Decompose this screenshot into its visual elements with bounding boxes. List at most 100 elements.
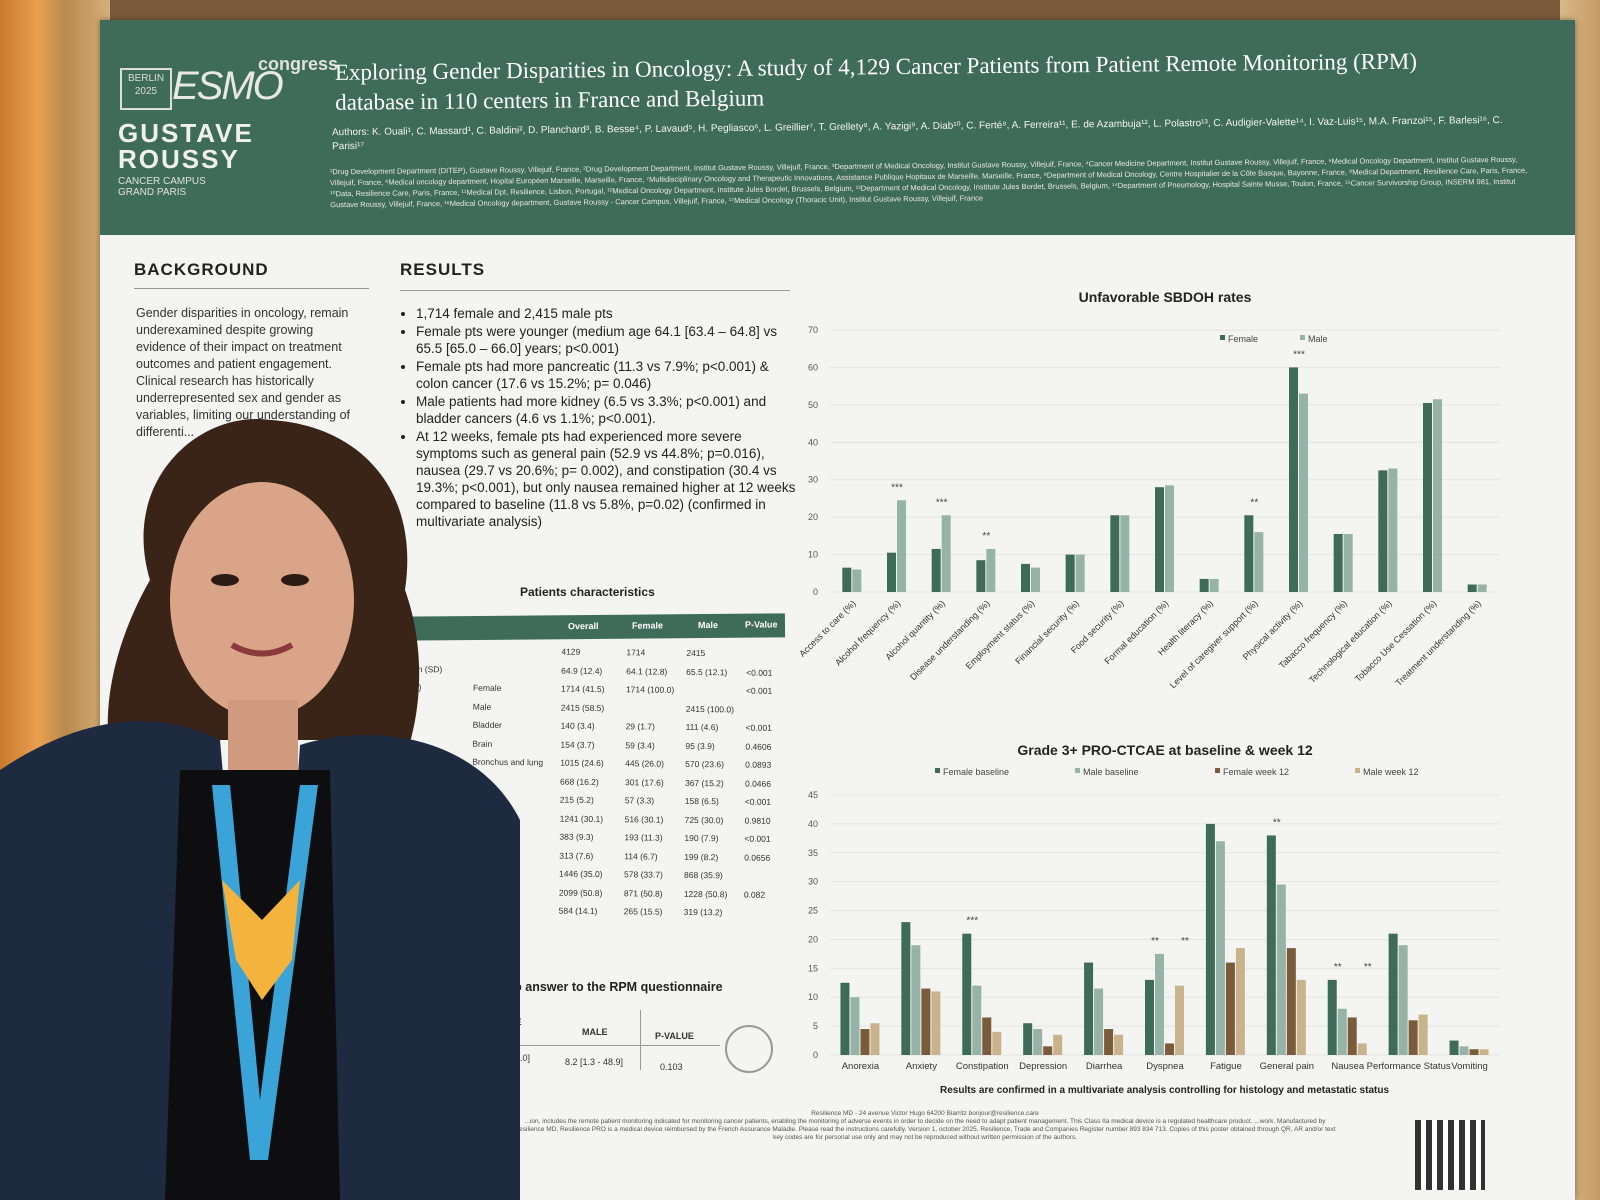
table-cell: 4129 <box>561 646 581 657</box>
legend-swatch <box>935 768 940 773</box>
significance-marker: ** <box>982 531 990 542</box>
table-cell: 65.5 (12.1) <box>686 666 728 677</box>
table-cell: 59 (3.4) <box>625 739 655 751</box>
poster-title: Exploring Gender Disparities in Oncology… <box>334 48 1418 115</box>
bar <box>986 548 996 592</box>
eye <box>211 574 239 586</box>
table-cell: 49.0] <box>510 1053 531 1063</box>
institute-campus: CANCER CAMPUS GRAND PARIS <box>118 176 206 198</box>
x-tick-label: Diarrhea <box>1086 1061 1123 1072</box>
column-header: Male <box>697 619 719 631</box>
bar <box>931 991 941 1055</box>
bar <box>860 1029 870 1055</box>
table-cell: 367 (15.2) <box>684 777 724 788</box>
table-cell: 383 (9.3) <box>559 831 594 842</box>
significance-marker: ** <box>1181 936 1189 947</box>
bar <box>1343 533 1353 592</box>
bar <box>1114 1034 1124 1055</box>
y-tick-label: 20 <box>808 934 818 944</box>
sbdoh-chart: Unfavorable SBDOH rates010203040506070Ac… <box>797 289 1500 690</box>
bar <box>1477 584 1487 592</box>
bar <box>1175 985 1184 1055</box>
table-cell: 111 (4.6) <box>685 721 719 733</box>
table-cell: 313 (7.6) <box>559 850 594 861</box>
institute-name-line2: ROUSSY <box>118 144 240 174</box>
table-cell: 0.0656 <box>744 852 771 863</box>
esmo-logo: ESMO <box>172 64 284 108</box>
clock-icon <box>725 1025 773 1073</box>
mouth <box>230 642 294 657</box>
legal-note: ...ion, includes the remote patient moni… <box>514 1118 1336 1141</box>
table-cell: <0.001 <box>746 667 773 678</box>
table-cell: 95 (3.9) <box>685 740 715 751</box>
bar <box>1299 393 1308 592</box>
table-cell: 215 (5.2) <box>559 794 594 805</box>
bar <box>1408 1020 1418 1055</box>
column-header: P-VALUE <box>655 1031 694 1041</box>
bar <box>1235 948 1245 1055</box>
legend-swatch <box>1355 768 1360 773</box>
legend-label: Female baseline <box>943 767 1009 777</box>
table-cell: <0.001 <box>744 833 771 844</box>
bar <box>921 988 931 1055</box>
bar <box>1254 532 1264 592</box>
x-tick-label: General pain <box>1260 1061 1314 1072</box>
divider <box>134 288 369 289</box>
table-cell: 8.2 [1.3 - 48.9] <box>565 1057 624 1067</box>
table-cell: 516 (30.1) <box>624 813 664 825</box>
table-cell: 158 (6.5) <box>684 795 719 807</box>
y-tick-label: 25 <box>808 906 818 916</box>
column-header: Female <box>631 620 664 631</box>
background-heading: BACKGROUND <box>134 260 269 279</box>
lanyard-pattern <box>222 880 300 1000</box>
significance-marker: ** <box>1273 817 1281 828</box>
bar <box>1084 962 1094 1055</box>
table-cell: 584 (14.1) <box>558 905 598 916</box>
x-tick-label: Anxiety <box>906 1061 937 1072</box>
table-cell: 725 (30.0) <box>684 814 724 825</box>
y-tick-label: 50 <box>808 400 818 410</box>
table-cell: 1714 (41.5) <box>560 683 605 695</box>
bar <box>992 1031 1002 1055</box>
bar <box>1327 979 1337 1055</box>
congress-label: congress <box>258 54 339 74</box>
x-tick-label: Treatment understanding (%) <box>1393 598 1483 688</box>
bar <box>887 552 896 592</box>
device-address: Resilience MD - 24 avenue Victor Hugo 64… <box>811 1110 1039 1117</box>
legend-label: Male week 12 <box>1363 767 1419 777</box>
bar <box>1244 515 1254 592</box>
institute-name-line1: GUSTAVE <box>118 118 254 148</box>
x-tick-label: Dyspnea <box>1146 1061 1184 1072</box>
legend-label: Male <box>1308 334 1328 344</box>
x-tick-label: Level of caregiver support (%) <box>1168 598 1260 690</box>
x-tick-label: Fatigue <box>1210 1061 1242 1072</box>
x-tick-label: Constipation <box>956 1061 1009 1072</box>
bar <box>1205 823 1215 1055</box>
y-tick-label: 0 <box>813 1050 818 1060</box>
bar <box>1378 470 1388 592</box>
table-cell: 64.1 (12.8) <box>626 665 668 677</box>
bar <box>1155 953 1164 1055</box>
bar <box>1479 1049 1489 1055</box>
bar <box>1094 988 1104 1055</box>
questionnaire-title: to answer to the RPM questionnaire <box>510 980 723 994</box>
significance-marker: *** <box>966 916 978 927</box>
bar <box>1075 554 1085 592</box>
bar <box>962 933 972 1055</box>
qr-code[interactable] <box>1415 1120 1485 1190</box>
column-header: P-Value <box>744 619 778 630</box>
table-cell: 1446 (35.0) <box>559 868 603 880</box>
y-tick-label: 0 <box>813 587 818 597</box>
poster-header: BERLIN 2025 ESMO congress GUSTAVE ROUSSY… <box>100 20 1575 235</box>
x-tick-label: Performance Status <box>1367 1061 1451 1072</box>
bar <box>1347 1017 1357 1055</box>
table-cell: 154 (3.7) <box>560 739 595 750</box>
background-text: Gender disparities in oncology, remain u… <box>136 306 351 439</box>
legend-label: Female <box>1228 334 1258 344</box>
bar <box>1266 835 1276 1055</box>
poster-affiliations: ¹Drug Development Department (DITEP), Gu… <box>329 154 1528 210</box>
bar <box>1021 563 1030 592</box>
bar <box>1215 841 1225 1055</box>
x-tick-label: Vomiting <box>1451 1061 1487 1072</box>
table-cell: <0.001 <box>745 722 772 733</box>
